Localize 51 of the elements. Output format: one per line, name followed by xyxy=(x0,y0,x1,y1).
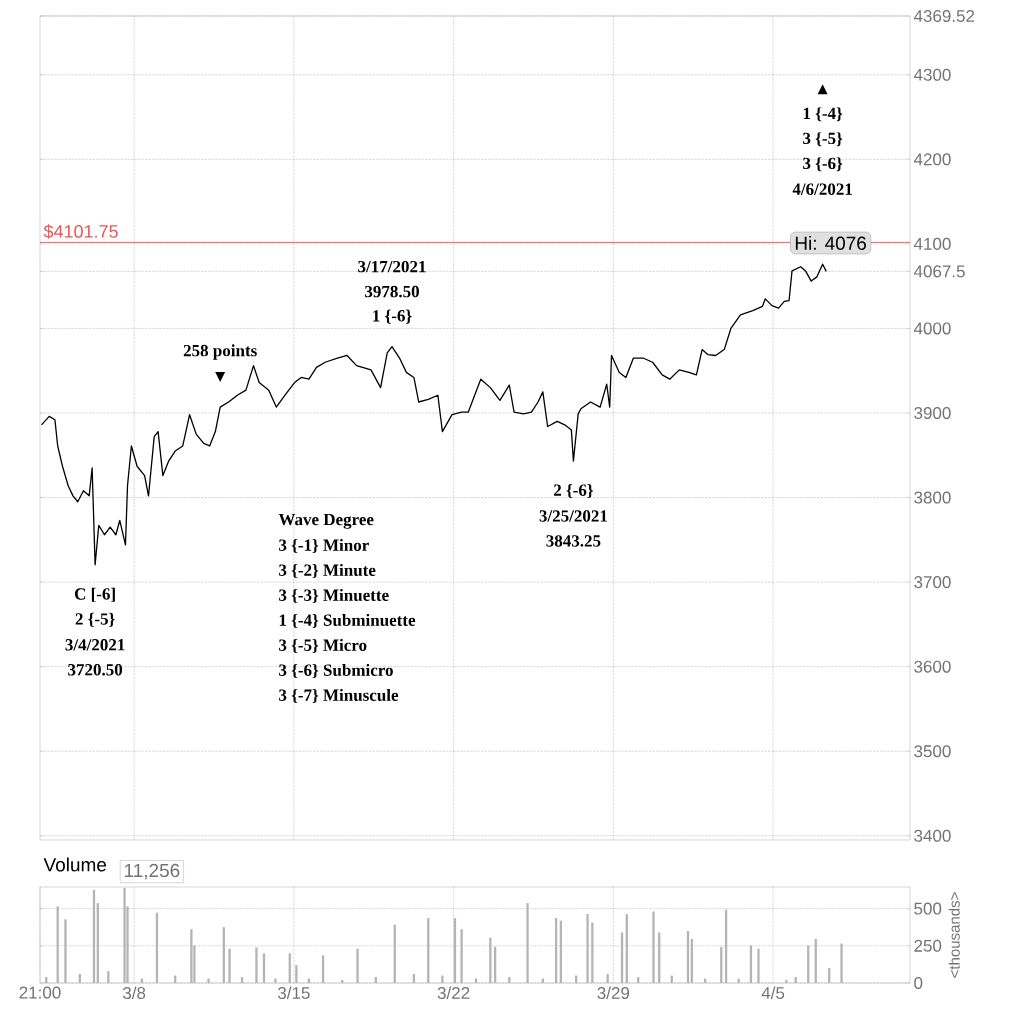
y-tick-label: 250 xyxy=(914,939,942,952)
annotation: ▼ xyxy=(215,372,226,383)
y-axis-title: <thousands> xyxy=(948,892,960,978)
annotation: 1 {-6} xyxy=(373,309,412,324)
annotation: 3 {-2} Minute xyxy=(279,563,376,578)
annotation: 1 {-4} Subminuette xyxy=(279,613,416,628)
y-tick-label: 3900 xyxy=(914,406,951,420)
x-tick-label: 3/22 xyxy=(437,986,470,1000)
annotation: 2 {-5} xyxy=(75,612,115,627)
y-tick-label: 4200 xyxy=(913,153,951,166)
annotation: 3 {-5} xyxy=(803,132,843,147)
annotation: 3720.50 xyxy=(68,663,123,676)
y-tick-label: 4000 xyxy=(913,322,951,335)
annotation: Wave Degree xyxy=(278,513,374,529)
y-tick-label: 0 xyxy=(914,976,923,990)
x-tick-label: 3/8 xyxy=(122,986,146,1000)
x-tick-label: 21:00 xyxy=(19,986,61,999)
text: 11,256 xyxy=(124,863,180,880)
x-tick-label: 3/15 xyxy=(277,986,310,1000)
y-tick-label: 3800 xyxy=(914,491,951,504)
annotation: 3 {-3} Minuette xyxy=(279,588,389,603)
chart-title: Volume xyxy=(43,857,107,872)
annotation: 3/25/2021 xyxy=(539,510,608,522)
annotation: 3 {-5} Micro xyxy=(279,638,367,653)
y-tick-label: 3700 xyxy=(914,576,951,589)
y-tick-label: 4100 xyxy=(913,237,951,250)
y-tick-label: 4067.5 xyxy=(913,265,965,278)
annotation: Hi: 4076 xyxy=(795,236,867,250)
annotation: C [-6] xyxy=(74,587,115,602)
annotation: 258 points xyxy=(183,344,257,360)
annotation: 3843.25 xyxy=(546,535,601,547)
annotation: 3 {-6} Submicro xyxy=(279,663,393,678)
annotation: 1 {-4} xyxy=(803,107,843,122)
y-tick-label: 3600 xyxy=(914,660,951,673)
y-tick-label: 4300 xyxy=(913,68,951,81)
annotation: 3 {-6} xyxy=(803,157,843,172)
x-tick-label: 4/5 xyxy=(761,986,785,1000)
ref-line-label: $4101.75 xyxy=(43,224,118,239)
annotation: 4/6/2021 xyxy=(792,183,852,195)
annotation: ▲ xyxy=(817,84,828,95)
annotation: 3/17/2021 xyxy=(358,260,426,273)
y-tick-label: 500 xyxy=(914,902,942,915)
annotation: 3 {-7} Minuscule xyxy=(279,688,399,703)
x-tick-label: 3/29 xyxy=(597,986,630,1000)
y-tick-label: 3500 xyxy=(914,745,951,758)
annotation: 2 {-6} xyxy=(553,483,594,499)
annotation: 3/4/2021 xyxy=(65,639,125,651)
annotation: 3978.50 xyxy=(365,285,419,298)
y-tick-label: 3400 xyxy=(914,829,951,842)
annotation: 3 {-1} Minor xyxy=(279,538,369,553)
y-tick-label: 4369.52 xyxy=(913,9,975,23)
